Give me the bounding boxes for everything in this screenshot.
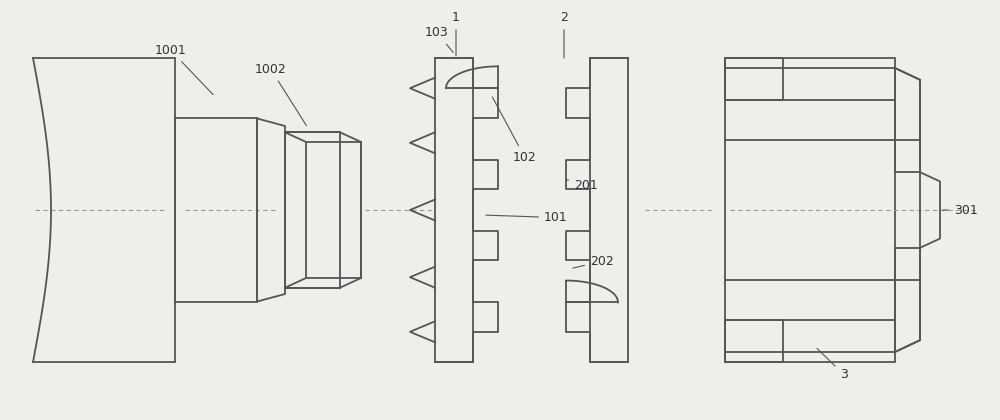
Text: 102: 102 — [492, 97, 537, 164]
Text: 1002: 1002 — [255, 63, 307, 126]
Bar — [285, 132, 340, 288]
Bar — [435, 58, 473, 362]
Text: 301: 301 — [943, 204, 978, 216]
Text: 201: 201 — [566, 179, 598, 192]
Bar — [175, 118, 257, 302]
Text: 2: 2 — [560, 11, 568, 58]
Text: 1001: 1001 — [155, 44, 213, 94]
Text: 3: 3 — [817, 349, 848, 381]
Text: 202: 202 — [573, 255, 614, 268]
Bar — [306, 142, 361, 278]
Bar — [590, 58, 628, 362]
Text: 101: 101 — [486, 211, 568, 224]
Text: 103: 103 — [425, 26, 453, 52]
Text: 1: 1 — [452, 11, 460, 56]
Bar — [725, 320, 783, 362]
Bar — [725, 58, 895, 362]
Bar — [725, 58, 783, 100]
